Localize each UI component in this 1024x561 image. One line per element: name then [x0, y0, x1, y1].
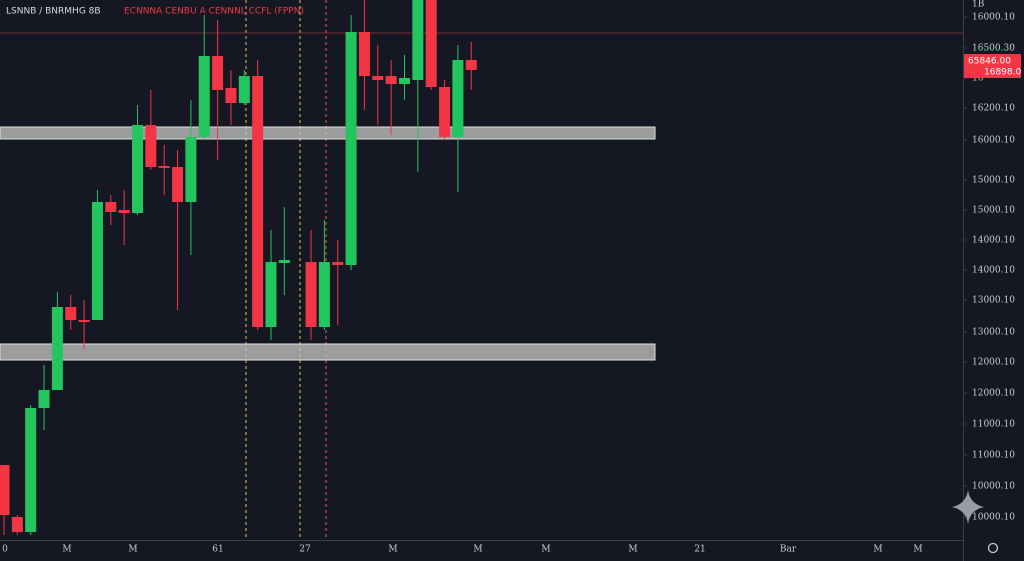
candle-body — [252, 76, 264, 327]
zone — [0, 343, 656, 361]
candle-body — [185, 137, 197, 202]
candle-body — [358, 32, 370, 76]
x-tick-label: M — [388, 545, 397, 555]
candle-body — [439, 87, 451, 137]
x-tick-label: Bar — [780, 545, 797, 555]
candle-body — [145, 125, 157, 167]
last-price-label: 65846.00 — [968, 57, 1011, 67]
x-tick-label: 0 — [2, 545, 8, 555]
x-tick-label: 27 — [299, 545, 311, 555]
x-tick-label: M — [128, 545, 137, 555]
y-tick-label: 10000.10 — [972, 482, 1015, 492]
candle-body — [332, 262, 344, 265]
candle-body — [225, 88, 237, 103]
candle-body — [65, 307, 77, 320]
x-tick-label: M — [541, 545, 550, 555]
x-tick-label: M — [62, 545, 71, 555]
candle-body — [305, 262, 317, 327]
candle-body — [345, 32, 357, 265]
top-label: 1B — [972, 0, 985, 10]
y-tick-label: 14000.10 — [972, 236, 1015, 246]
candle-body — [318, 262, 330, 327]
x-tick-label: 21 — [694, 545, 705, 555]
candle-body — [0, 465, 10, 515]
x-tick-label: M — [913, 545, 922, 555]
y-tick-label: 11000.10 — [972, 420, 1015, 430]
y-tick-label: 14000.10 — [972, 266, 1015, 276]
candle-body — [465, 60, 477, 70]
candle-body — [385, 76, 397, 84]
y-tick-label: 16000.10 — [972, 136, 1015, 146]
candle-body — [105, 202, 117, 212]
indicator-title: ECNNNA CENBU A CENNNL CCFL (FPPN) — [124, 7, 304, 17]
settings-icon[interactable] — [987, 542, 999, 554]
last-price-box — [964, 54, 1021, 78]
y-tick-label: 12000.10 — [972, 358, 1015, 368]
y-tick-label: 16200.10 — [972, 104, 1015, 114]
candle-body — [372, 76, 384, 80]
y-tick-label: 15000.10 — [972, 176, 1015, 186]
y-tick-label: 10000.10 — [972, 513, 1015, 523]
candle-body — [238, 76, 250, 103]
candle-body — [425, 0, 437, 87]
y-tick-label: 13000.10 — [972, 296, 1015, 306]
candle-body — [399, 78, 410, 84]
candle-body — [25, 408, 37, 532]
candle-body — [412, 0, 424, 80]
candle-body — [78, 320, 90, 322]
chart-title: LSNNB / BNRMHG 8B — [6, 7, 101, 17]
sparkle-icon — [952, 490, 984, 524]
x-tick-label: M — [628, 545, 637, 555]
x-tick-label: 61 — [212, 545, 223, 555]
countdown-label: 16898.0 — [984, 68, 1021, 78]
y-tick-label: 11000.10 — [972, 451, 1015, 461]
y-tick-label: 16000.10 — [972, 13, 1015, 23]
candle-body — [212, 56, 224, 90]
candle-body — [198, 56, 210, 137]
candle-body — [172, 167, 184, 202]
y-tick-label: 12000.10 — [972, 389, 1015, 399]
y-tick-label: 16 — [972, 74, 984, 84]
y-tick-label: 15000.10 — [972, 206, 1015, 216]
candle-body — [132, 125, 143, 213]
candle-body — [265, 262, 277, 327]
candle-body — [118, 210, 130, 213]
candle-body — [11, 517, 23, 532]
x-tick-label: M — [473, 545, 482, 555]
candle-body — [51, 307, 63, 390]
candle-body — [91, 202, 103, 320]
zone — [0, 126, 656, 140]
y-tick-label: 16500.30 — [972, 44, 1015, 54]
candle-body — [158, 166, 170, 168]
candle-body — [278, 260, 290, 263]
candle-body — [452, 60, 464, 137]
y-tick-label: 13000.10 — [972, 328, 1015, 338]
x-tick-label: M — [873, 545, 882, 555]
candle-body — [38, 390, 50, 408]
